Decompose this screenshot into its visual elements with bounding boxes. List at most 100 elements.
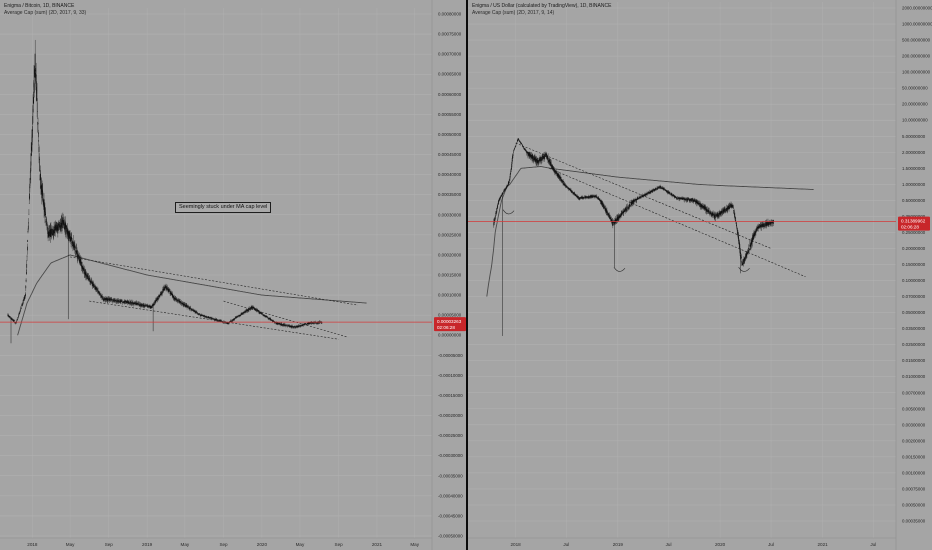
right-candle-body [624, 210, 625, 212]
right-candle-body [605, 208, 607, 213]
left-candle-body [86, 275, 88, 277]
left-candle-body [140, 304, 142, 306]
left-candle-body [126, 301, 128, 304]
left-candle-body [33, 83, 35, 93]
left-candle-body [47, 227, 48, 229]
right-candle-body [666, 191, 668, 192]
left-candle-body [201, 314, 202, 316]
right-candle-body [495, 213, 497, 216]
left-candle-body [89, 278, 90, 280]
right-candle-body [721, 211, 723, 213]
right-candle-body [633, 199, 635, 202]
right-y-tick-label: 100.00000000 [902, 70, 931, 75]
right-candle-body [735, 220, 736, 222]
left-candle-body [50, 228, 52, 233]
right-candle-body [738, 239, 740, 242]
right-countdown-label: 02:06:28 [901, 225, 919, 230]
left-candle-body [187, 306, 189, 307]
left-candle-body [204, 316, 206, 317]
left-candle-body [180, 301, 182, 303]
right-candle-body [761, 225, 763, 227]
right-candle-body [530, 154, 532, 157]
right-y-tick-label: 1.00000000 [902, 182, 926, 187]
right-candle-body [706, 208, 708, 211]
right-candle-body [517, 140, 518, 142]
left-y-tick-label: 0.00000000 [438, 333, 462, 338]
left-candle-body [34, 69, 35, 75]
right-candle-body [512, 154, 514, 159]
right-candle-body [681, 197, 682, 199]
left-candle-body [35, 70, 37, 72]
right-y-tick-label: 20.00000000 [902, 102, 928, 107]
left-candle-body [184, 303, 185, 306]
left-candle-body [98, 291, 100, 294]
left-candle-body [106, 298, 107, 300]
right-candle-body [520, 142, 522, 144]
left-candle-body [82, 265, 84, 270]
right-candle-body [632, 200, 633, 205]
right-y-tick-label: 0.07000000 [902, 294, 926, 299]
right-candle-body [754, 232, 756, 236]
right-candle-body [730, 204, 732, 206]
right-candle-body [573, 192, 575, 195]
right-candle-body [626, 208, 628, 209]
right-candle-body [613, 221, 615, 223]
right-y-tick-label: 200.00000000 [902, 54, 931, 59]
left-candle-body [208, 316, 210, 318]
right-candle-body [604, 207, 606, 209]
left-candle-body [133, 302, 134, 304]
left-candle-body [175, 298, 176, 300]
left-candle-body [167, 288, 168, 291]
left-candle-body [277, 322, 278, 324]
right-y-tick-label: 2000.00000000 [902, 6, 932, 11]
left-candle-body [80, 260, 82, 265]
right-candle-body [714, 214, 715, 217]
right-candle-body [639, 196, 641, 199]
right-y-tick-label: 0.00500000 [902, 406, 926, 411]
left-candle-body [108, 298, 109, 300]
right-candle-body [729, 207, 730, 209]
right-candle-body [650, 191, 652, 193]
left-candle-body [252, 306, 253, 309]
right-candle-body [730, 205, 731, 208]
right-candle-body [588, 196, 590, 198]
left-candle-body [75, 250, 76, 252]
left-candle-body [21, 304, 23, 306]
left-indicator-label: Average Cap (sum) (2D, 2017, 9, 33) [4, 10, 87, 16]
left-candle-body [115, 300, 117, 302]
left-candle-body [129, 301, 131, 303]
left-candle-body [107, 298, 109, 301]
right-candle-body [768, 222, 769, 224]
right-candle-body [604, 209, 606, 211]
right-candle-body [674, 196, 676, 198]
left-candle-body [99, 293, 100, 294]
left-candle-body [188, 307, 189, 309]
right-candle-body [534, 158, 536, 161]
pane-divider[interactable] [466, 0, 468, 550]
left-candle-body [38, 156, 40, 160]
left-candle-body [152, 304, 154, 306]
left-candle-body [112, 299, 114, 301]
left-candle-body [194, 310, 196, 313]
left-candle-body [45, 218, 47, 221]
right-candle-body [595, 195, 596, 197]
right-candle-body [543, 157, 545, 159]
right-candle-body [555, 171, 557, 175]
right-candle-body [710, 212, 712, 214]
left-candle-body [84, 271, 86, 276]
right-y-tick-label: 0.02500000 [902, 342, 926, 347]
left-y-tick-label: -0.00040000 [438, 493, 463, 498]
left-candle-body [170, 291, 172, 295]
left-candle-body [241, 313, 243, 315]
right-candle-body [544, 154, 546, 157]
left-candle-body [80, 259, 81, 263]
right-candle-body [550, 161, 551, 163]
left-y-tick-label: 0.00030000 [438, 212, 462, 217]
right-candle-body [765, 223, 767, 226]
right-candle-body [610, 218, 611, 219]
left-candle-body [270, 319, 272, 320]
right-candle-body [575, 194, 576, 196]
left-candle-body [136, 302, 137, 304]
left-candle-body [77, 255, 79, 258]
right-candle-body [753, 234, 755, 237]
